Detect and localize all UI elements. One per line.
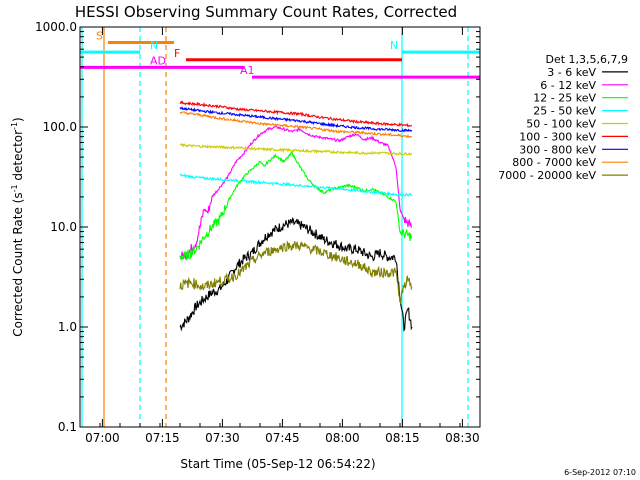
x-tick-label-0: 07:00 bbox=[85, 431, 120, 445]
series-line-2 bbox=[179, 150, 413, 261]
axes: 07:00 07:15 07:30 07:45 08:00 08:15 08:30 0.1 1.… bbox=[35, 20, 481, 445]
legend-label-1: 6 - 12 keV bbox=[540, 79, 596, 92]
legend-label-0: 3 - 6 keV bbox=[547, 66, 596, 79]
series-line-1 bbox=[179, 125, 413, 260]
x-tick-label-4: 08:00 bbox=[325, 431, 360, 445]
legend-label-5: 100 - 300 keV bbox=[519, 130, 596, 143]
y-tick-label-0: 0.1 bbox=[58, 420, 77, 434]
flag-label-n: N bbox=[390, 39, 398, 52]
x-tick-label-1: 07:15 bbox=[145, 431, 180, 445]
legend-header: Det 1,3,5,6,7,9 bbox=[545, 53, 628, 66]
flag-label-f: F bbox=[174, 47, 180, 60]
x-axis-label: Start Time (05-Sep-12 06:54:22) bbox=[180, 457, 375, 471]
y-tick-label-2: 10.0 bbox=[50, 220, 77, 234]
y-tick-label-1: 1.0 bbox=[58, 320, 77, 334]
flag-label-a1: A1 bbox=[240, 64, 255, 77]
y-axis-label: Corrected Count Rate (s-1 detector-1) bbox=[10, 117, 25, 336]
flag-label-n: N bbox=[150, 39, 158, 52]
x-tick-label-6: 08:30 bbox=[445, 431, 480, 445]
x-tick-label-2: 07:30 bbox=[205, 431, 240, 445]
series-line-6 bbox=[179, 105, 413, 133]
series-line-4 bbox=[179, 142, 413, 156]
series-line-5 bbox=[179, 100, 412, 128]
legend-label-3: 25 - 50 keV bbox=[533, 105, 596, 118]
y-tick-label-4: 1000.0 bbox=[35, 20, 77, 34]
x-tick-label-3: 07:45 bbox=[265, 431, 300, 445]
chart-title: HESSI Observing Summary Count Rates, Cor… bbox=[75, 3, 457, 21]
legend-label-8: 7000 - 20000 keV bbox=[498, 169, 596, 182]
series-line-3 bbox=[179, 173, 413, 197]
x-tick-label-5: 08:15 bbox=[385, 431, 420, 445]
legend-label-7: 800 - 7000 keV bbox=[512, 156, 596, 169]
series-line-8 bbox=[179, 240, 413, 305]
legend-label-6: 300 - 800 keV bbox=[519, 143, 596, 156]
y-tick-label-3: 100.0 bbox=[43, 120, 77, 134]
flag-label-s: S bbox=[96, 29, 103, 42]
footer-date: 6-Sep-2012 07:10 bbox=[564, 468, 636, 477]
series-line-7 bbox=[179, 111, 412, 138]
legend-label-2: 12 - 25 keV bbox=[533, 92, 596, 105]
series-line-0 bbox=[179, 216, 413, 333]
legend-label-4: 50 - 100 keV bbox=[526, 118, 596, 131]
flag-label-ad: AD bbox=[150, 54, 166, 67]
plot-area: S N N F AD A1 bbox=[80, 27, 480, 427]
